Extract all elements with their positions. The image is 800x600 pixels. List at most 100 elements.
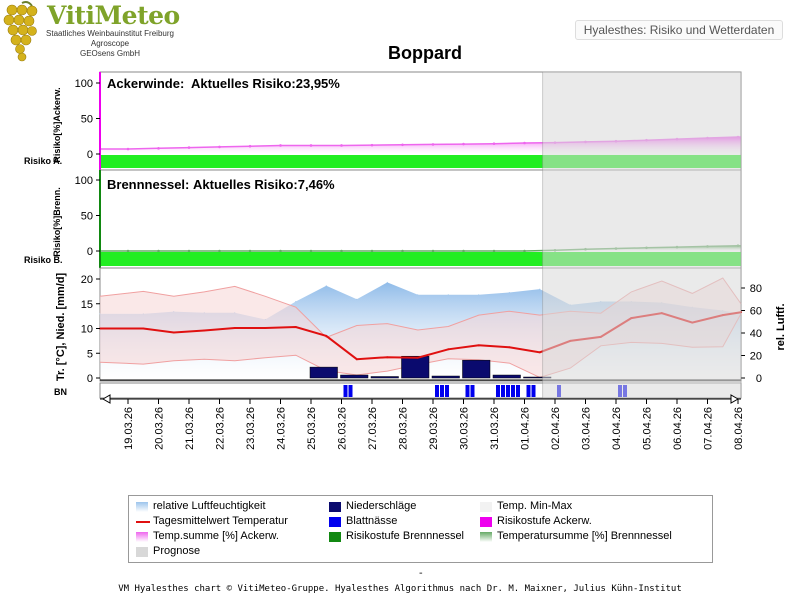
risk-point-brennnessel (431, 249, 435, 253)
risk-point-ackerwinde (248, 144, 252, 148)
y-tick-label: 100 (75, 175, 93, 187)
ackerwinde-risk: Aktuelles Risiko:23,95% (191, 76, 340, 91)
legend-swatch (136, 502, 148, 512)
side-label-risiko-a: Risiko A. (24, 156, 62, 166)
legend-label: relative Luftfeuchtigkeit (153, 500, 266, 512)
leaf-wetness-bar (496, 385, 500, 397)
risk-point-brennnessel (309, 249, 313, 253)
footer-credit: VM Hyalesthes chart © VitiMeteo-Gruppe. … (118, 584, 682, 594)
legend-label: Blattnässe (346, 515, 398, 527)
legend-swatch (480, 502, 492, 512)
risk-point-ackerwinde (401, 143, 404, 147)
x-tick-label: 06.04.26 (672, 407, 684, 450)
temp-mean-point (203, 329, 206, 332)
logo-institute: Staatliches Weinbauinstitut Freiburg (46, 29, 174, 38)
risk-point-ackerwinde (126, 147, 130, 151)
y-tick-label-left: 0 (87, 373, 93, 385)
legend-label: Temp.summe [%] Ackerw. (153, 530, 279, 542)
ylabel-weather-left: Tr. [°C], Nied. [mm/d] (55, 273, 67, 382)
legend: relative Luftfeuchtigkeit Niederschläge Te… (128, 495, 713, 563)
precip-bar (309, 366, 338, 379)
legend-swatch (480, 532, 492, 542)
risk-point-ackerwinde (218, 145, 221, 149)
temp-mean-point (447, 348, 450, 351)
x-tick-label: 07.04.26 (703, 407, 715, 450)
humidity-point (478, 294, 480, 296)
scroll-right-arrow-icon[interactable] (730, 394, 740, 404)
brennnessel-label: Brennnessel: (107, 177, 189, 192)
x-tick-label: 03.04.26 (581, 407, 593, 450)
legend-swatch (329, 502, 341, 512)
x-tick-label: 01.04.26 (520, 407, 532, 450)
leaf-wetness-bar (511, 385, 515, 397)
risk-point-ackerwinde (370, 143, 374, 147)
y-tick-label: 0 (87, 149, 93, 161)
risk-point-brennnessel (218, 249, 221, 253)
ackerwinde-label: Ackerwinde: (107, 76, 184, 91)
risk-point-brennnessel (248, 249, 252, 253)
x-tick-label: 21.03.26 (184, 407, 196, 450)
x-tick-label: 25.03.26 (306, 407, 318, 450)
y-tick-label-left: 10 (81, 324, 93, 336)
y-tick-label-right: 60 (750, 306, 762, 318)
precip-bar (401, 355, 430, 379)
risk-point-brennnessel (340, 249, 343, 253)
y-tick-label: 50 (81, 211, 93, 223)
x-tick-label: 26.03.26 (337, 407, 349, 450)
risk-point-brennnessel (126, 249, 130, 253)
x-tick-label: 30.03.26 (459, 407, 471, 450)
leaf-wetness-bar (435, 385, 439, 397)
leaf-wetness-bar (526, 385, 531, 397)
risk-point-ackerwinde (187, 146, 191, 149)
legend-label: Risikostufe Brennnessel (346, 530, 465, 542)
precip-bar (462, 359, 491, 379)
logo-name: VitiMeteo (47, 1, 180, 30)
x-tick-label: 28.03.26 (398, 407, 410, 450)
y-tick-label-right: 20 (750, 351, 762, 363)
legend-swatch (136, 532, 148, 542)
legend-swatch (136, 521, 150, 523)
x-axis: 19.03.26 20.03.26 21.03.26 22.03.26 23.03.26… (100, 394, 745, 450)
risk-point-ackerwinde (309, 144, 313, 147)
risk-point-ackerwinde (279, 144, 282, 147)
risk-point-brennnessel (370, 249, 374, 253)
legend-label: Temperatursumme [%] Brennnessel (497, 530, 672, 542)
x-tick-label: 20.03.26 (154, 407, 166, 450)
leaf-wetness-bar (470, 385, 475, 397)
scroll-left-arrow-icon[interactable] (101, 394, 111, 404)
ylabel-brennnessel: Risiko[%]Brenn. (52, 187, 62, 257)
leaf-wetness-bar (348, 385, 353, 397)
leaf-wetness-bar (465, 385, 470, 397)
legend-label: Prognose (153, 545, 201, 557)
temp-mean-point (355, 358, 358, 361)
risk-point-brennnessel (401, 249, 404, 253)
temp-mean-point (142, 327, 145, 330)
x-tick-label: 08.04.26 (733, 407, 745, 450)
legend-label: Tagesmittelwert Temperatur (153, 515, 288, 527)
temp-mean-point (477, 344, 480, 347)
temp-mean-point (264, 327, 267, 330)
x-tick-label: 04.04.26 (611, 407, 623, 450)
grape-logo-icon (3, 1, 38, 62)
y-tick-label: 50 (81, 114, 93, 126)
ylabel-ackerwinde: Risiko[%]Ackerw. (52, 87, 62, 162)
risk-point-ackerwinde (492, 142, 496, 146)
risk-point-brennnessel (187, 249, 191, 253)
temp-mean-point (538, 351, 541, 354)
chart-type-box: Hyalesthes: Risiko und Wetterdaten (575, 20, 783, 40)
humidity-point (508, 292, 510, 293)
humidity-point (417, 294, 419, 296)
precip-bar (370, 376, 399, 379)
x-tick-label: 24.03.26 (276, 407, 288, 450)
leaf-wetness-bar (343, 385, 348, 397)
humidity-point (295, 301, 297, 302)
humidity-point (325, 285, 327, 287)
risk-point-ackerwinde (462, 142, 465, 146)
temp-mean-point (386, 356, 389, 359)
y-tick-label-right: 40 (750, 328, 762, 340)
leaf-wetness-bar (506, 385, 510, 397)
legend-label: Temp. Min-Max (497, 500, 573, 512)
risk-point-brennnessel (462, 249, 465, 253)
leaf-wetness-bar (440, 385, 444, 397)
